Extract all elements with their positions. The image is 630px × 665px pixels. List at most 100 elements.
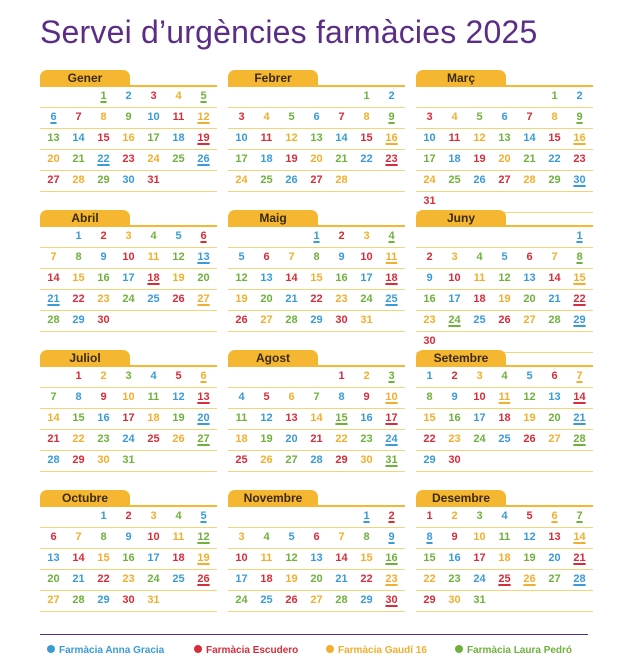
week-row: 1 2 3 4 5 [40,87,217,108]
legend-item-gaudi-16: Farmàcia Gaudí 16 [326,645,427,656]
day-cell: 2 [363,370,370,382]
day-cell: 27 [310,594,323,606]
day-cell: 2 [100,370,107,382]
day-cell: 1 [338,370,345,382]
day-cell: 3 [451,251,458,263]
day-cell: 22 [548,153,561,165]
day-cell: 23 [448,433,461,445]
day-cell: 28 [285,314,298,326]
day-cell: 20 [47,573,60,585]
day-cell: 30 [97,454,110,466]
day-cell: 24 [235,594,248,606]
day-cell: 13 [285,412,298,424]
day-cell: 19 [523,412,536,424]
day-cell: 12 [523,391,536,403]
day-cell: 24 [473,433,486,445]
day-cell: 22 [72,293,85,305]
legend-dot-icon [194,645,202,653]
day-cell: 23 [448,573,461,585]
day-cell: 5 [526,370,533,382]
month-name: Març [416,70,506,85]
day-cell: 26 [285,174,298,186]
day-cell: 4 [175,90,182,102]
day-cell: 3 [125,230,132,242]
day-cell: 22 [360,153,373,165]
day-cell: 10 [423,132,436,144]
day-cell: 7 [576,370,583,382]
day-cell: 25 [385,293,398,305]
day-cell: 6 [263,251,270,263]
day-cell: 16 [335,272,348,284]
day-cell: 7 [551,251,558,263]
day-cell: 27 [197,293,210,305]
legend-item-laura-pedro: Farmàcia Laura Pedró [455,645,572,656]
page-title: Servei d’urgències farmàcies 2025 [40,14,538,50]
day-cell: 30 [423,335,436,347]
month-name: Desembre [416,490,506,505]
day-cell: 13 [260,272,273,284]
day-cell: 20 [548,412,561,424]
day-cell: 21 [72,153,85,165]
day-cell: 21 [573,552,586,564]
day-cell: 7 [50,391,57,403]
day-cell: 10 [235,552,248,564]
day-cell: 13 [548,531,561,543]
day-cell: 18 [448,153,461,165]
day-cell: 25 [172,573,185,585]
day-cell: 24 [385,433,398,445]
day-cell: 5 [288,111,295,123]
day-cell: 18 [147,272,160,284]
week-row: 1 [416,227,593,248]
day-cell: 9 [388,531,395,543]
day-cell: 20 [523,293,536,305]
day-cell: 5 [238,251,245,263]
day-cell: 15 [72,272,85,284]
day-cell: 31 [147,594,160,606]
week-row: 10 11 12 13 14 15 16 [416,129,593,150]
day-cell: 19 [260,433,273,445]
day-cell: 1 [576,230,583,242]
day-cell: 13 [548,391,561,403]
month-header-rule [40,85,217,87]
week-row: 1 2 3 4 5 6 [40,227,217,248]
month-name: Octubre [40,490,130,505]
legend-item-anna-gracia: Farmàcia Anna Gracia [47,645,164,656]
day-cell: 3 [476,370,483,382]
week-row: 4 5 6 7 8 9 10 [228,388,405,409]
day-cell: 12 [473,132,486,144]
day-cell: 17 [147,552,160,564]
day-cell: 12 [285,132,298,144]
month-name: Febrer [228,70,318,85]
day-cell: 7 [75,531,82,543]
day-cell: 2 [388,510,395,522]
week-row: 8 9 10 11 12 13 14 [416,528,593,549]
day-cell: 4 [263,531,270,543]
day-cell: 19 [172,272,185,284]
day-cell: 14 [573,391,586,403]
day-cell: 5 [476,111,483,123]
week-row: 14 15 16 17 18 19 20 [40,409,217,430]
week-row: 17 18 19 20 21 22 23 [228,570,405,591]
day-cell: 3 [150,510,157,522]
week-row: 12 13 14 15 16 17 18 [228,269,405,290]
day-cell: 4 [501,510,508,522]
week-row: 27 28 29 30 31 [40,591,217,612]
day-cell: 30 [448,454,461,466]
day-cell: 13 [310,132,323,144]
day-cell: 12 [498,272,511,284]
day-cell: 27 [310,174,323,186]
day-cell: 16 [97,272,110,284]
month-octubre: Octubre 1 2 3 4 5 6 7 8 9 10 11 12 13 14 15 16 17 18 19 20 21… [40,490,217,612]
week-row: 6 7 8 9 10 11 12 [40,528,217,549]
day-cell: 21 [573,412,586,424]
day-cell: 8 [313,251,320,263]
legend: Farmàcia Anna Gracia Farmàcia Escudero F… [47,645,617,659]
day-cell: 28 [523,174,536,186]
day-cell: 8 [426,391,433,403]
day-cell: 22 [573,293,586,305]
day-cell: 10 [473,391,486,403]
day-cell: 21 [310,433,323,445]
day-cell: 16 [360,412,373,424]
day-cell: 29 [423,594,436,606]
day-cell: 15 [97,552,110,564]
